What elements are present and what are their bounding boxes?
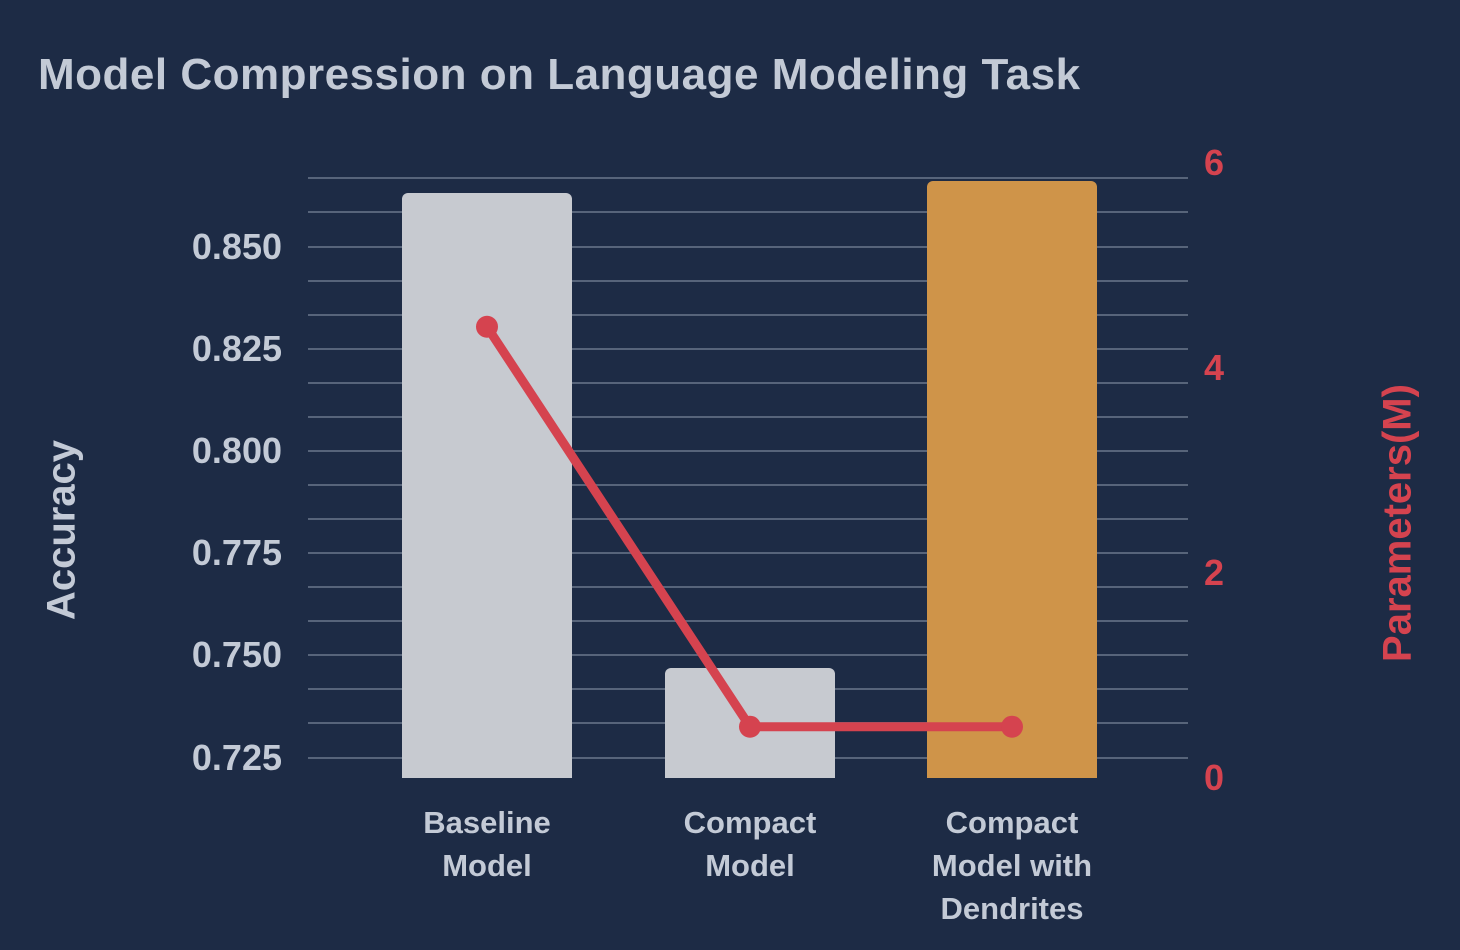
right-tick-6: 6 (1204, 141, 1225, 183)
gridline (308, 211, 1188, 214)
parameters-point (739, 715, 761, 738)
bar-baseline-model (402, 193, 572, 778)
parameters-line (483, 324, 1012, 732)
left-tick-0.850: 0.850 (191, 225, 282, 267)
gridline (308, 483, 1188, 486)
parameters-point (1001, 715, 1023, 738)
x-label-baseline-model: Baseline Model (423, 805, 551, 883)
bar-compact-model-with-dendrites (927, 181, 1097, 778)
right-tick-0: 0 (1204, 757, 1225, 798)
left-tick-0.800: 0.800 (191, 429, 282, 471)
gridline (308, 586, 1188, 589)
gridline (308, 620, 1188, 623)
gridline (308, 449, 1188, 452)
gridline (308, 245, 1188, 248)
gridline (308, 177, 1188, 180)
gridline (308, 518, 1188, 521)
right-tick-4: 4 (1204, 346, 1225, 388)
gridline (308, 347, 1188, 350)
gridline (308, 279, 1188, 282)
x-label-compact-model: Compact Model (683, 805, 817, 883)
x-label-compact-model-with-dendrites: Compact Model with Dendrites (931, 805, 1093, 926)
right-tick-2: 2 (1204, 551, 1225, 593)
left-tick-0.750: 0.750 (191, 634, 282, 676)
gridline (308, 552, 1188, 555)
chart-title: Model Compression on Language Modeling T… (38, 50, 1081, 99)
gridline (308, 381, 1188, 384)
gridline (308, 415, 1188, 418)
parameters-point (476, 315, 498, 338)
gridline (308, 654, 1188, 657)
gridline (308, 313, 1188, 316)
left-tick-0.725: 0.725 (191, 736, 282, 778)
left-tick-0.775: 0.775 (191, 532, 282, 574)
left-tick-0.825: 0.825 (191, 327, 282, 369)
